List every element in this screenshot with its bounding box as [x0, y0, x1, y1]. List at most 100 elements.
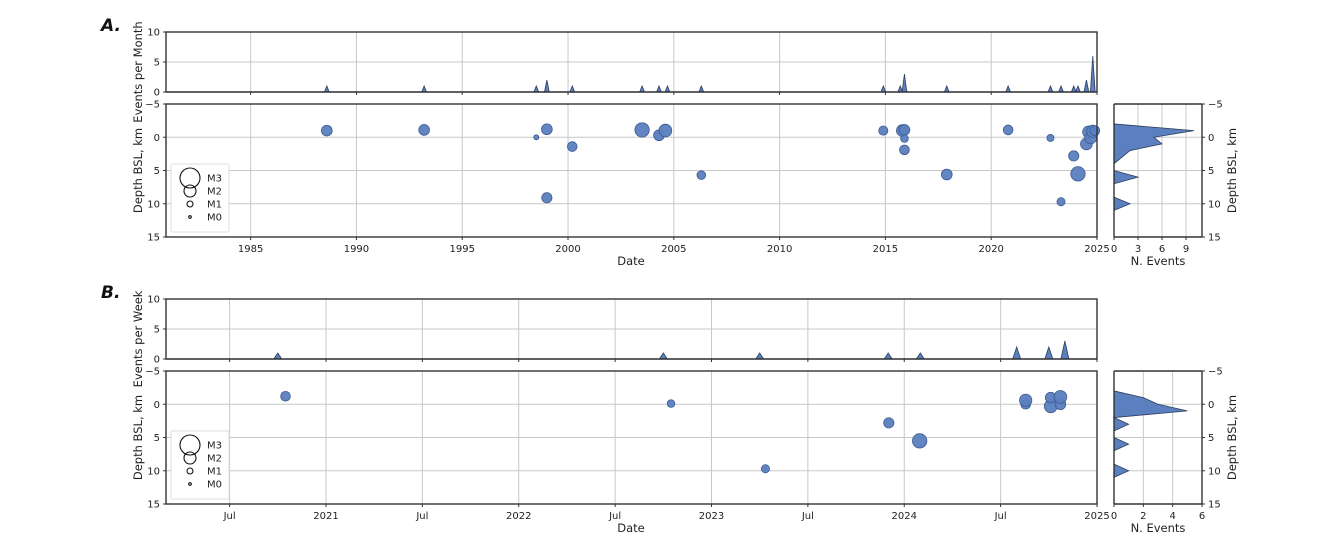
event-marker: [658, 123, 673, 138]
x-tick: 2015: [873, 244, 898, 255]
y-tick: 10: [147, 28, 160, 39]
event-marker: [666, 399, 676, 408]
rate-spike: [1044, 345, 1054, 360]
magnitude-legend: M3 M2 M1 M0: [170, 163, 230, 233]
legend-label: M1: [207, 467, 222, 478]
y-tick: 10: [147, 199, 160, 210]
event-marker: [898, 124, 911, 136]
legend-marker-m3: [179, 167, 201, 189]
rate-spike: [901, 73, 908, 93]
rate-spike: [1089, 55, 1096, 93]
y-tick: 10: [1208, 199, 1221, 210]
legend-label: M3: [207, 174, 222, 185]
x-tick: Jul: [415, 511, 428, 522]
y-tick: 15: [147, 233, 160, 244]
y-tick: 15: [147, 500, 160, 511]
x-tick: 2025: [1084, 511, 1109, 522]
event-marker: [1089, 125, 1101, 136]
legend-marker-m2: [183, 451, 197, 465]
depth-histogram: 0 2 4 6 −5 0 5 10 15 N. Events Depth BSL, km: [1111, 367, 1239, 534]
rate-ylabel: Events per Week: [131, 290, 145, 387]
y-tick: 0: [154, 133, 160, 144]
y-tick: 5: [154, 58, 160, 69]
rate-spike: [658, 352, 669, 360]
rate-spike: [1074, 84, 1081, 93]
rate-spike: [533, 84, 540, 93]
x-axis-label: Date: [617, 521, 645, 534]
y-tick: 15: [1208, 233, 1221, 244]
depth-ylabel: Depth BSL, km: [131, 395, 145, 480]
event-marker: [566, 141, 578, 152]
event-marker: [1068, 150, 1080, 162]
x-tick: 0: [1111, 511, 1117, 522]
event-marker: [541, 192, 553, 204]
legend-marker-m2: [183, 184, 197, 198]
x-tick: Jul: [994, 511, 1007, 522]
rate-spike: [1047, 84, 1054, 93]
event-marker: [533, 134, 540, 141]
rate-spike: [883, 352, 893, 360]
rate-spike: [1005, 84, 1012, 93]
x-tick: 2020: [978, 244, 1003, 255]
x-tick: 2000: [555, 244, 580, 255]
rate-spike: [543, 79, 550, 93]
x-axis-label: Date: [617, 254, 645, 268]
y-tick: 0: [154, 355, 160, 366]
rate-ylabel: Events per Month: [131, 21, 145, 122]
y-tick: 15: [1208, 500, 1221, 511]
event-marker: [541, 123, 553, 136]
rate-spike: [273, 352, 283, 360]
rate-spike: [1083, 79, 1090, 93]
event-marker: [878, 125, 889, 136]
y-tick: 5: [154, 325, 160, 336]
panel-label: B.: [101, 283, 120, 303]
rate-spike: [569, 84, 576, 93]
event-marker: [1053, 390, 1068, 404]
event-marker: [1070, 166, 1086, 182]
x-tick: 2025: [1084, 244, 1109, 255]
event-marker: [1019, 393, 1033, 407]
hist-xlabel: N. Events: [1131, 254, 1186, 268]
legend-marker-m1: [186, 467, 194, 475]
y-tick: 10: [147, 466, 160, 477]
event-marker: [1056, 197, 1066, 207]
y-tick: −5: [145, 367, 160, 378]
x-tick: 0: [1111, 244, 1117, 255]
x-tick: 1985: [238, 244, 263, 255]
legend-label: M2: [207, 187, 222, 198]
rate-spike: [1070, 84, 1077, 93]
x-tick: 1995: [450, 244, 475, 255]
legend-marker-m1: [186, 200, 194, 208]
event-marker: [912, 433, 928, 449]
legend-marker-m0: [188, 215, 192, 219]
x-tick: 3: [1135, 244, 1141, 255]
x-tick: Jul: [223, 511, 236, 522]
x-tick: Jul: [608, 511, 621, 522]
y-tick: 0: [154, 88, 160, 99]
rate-spike: [421, 84, 428, 93]
rate-spike: [754, 352, 765, 360]
event-marker: [940, 168, 953, 181]
y-tick: 0: [1208, 133, 1214, 144]
rate-spike: [639, 84, 646, 93]
x-tick: 2005: [661, 244, 686, 255]
y-tick: 5: [154, 433, 160, 444]
y-tick: 5: [1208, 433, 1214, 444]
x-tick: 2: [1140, 511, 1146, 522]
y-tick: 0: [154, 400, 160, 411]
legend-label: M1: [207, 200, 222, 211]
rate-spike: [1060, 340, 1070, 360]
event-marker: [1046, 133, 1055, 142]
legend-label: M3: [207, 441, 222, 452]
event-marker: [899, 144, 910, 156]
y-tick: 0: [1208, 400, 1214, 411]
y-tick: 10: [1208, 466, 1221, 477]
legend-marker-m3: [179, 434, 201, 456]
hist-ylabel: Depth BSL, km: [1225, 128, 1239, 213]
rate-spike: [1058, 84, 1065, 93]
event-marker: [696, 170, 707, 180]
legend-marker-m0: [188, 482, 192, 486]
x-tick: 2023: [699, 511, 724, 522]
